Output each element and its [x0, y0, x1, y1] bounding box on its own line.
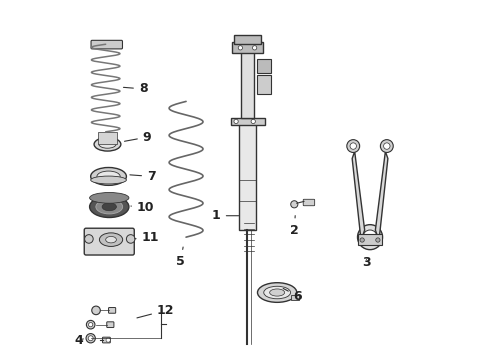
Circle shape — [86, 320, 95, 329]
Circle shape — [376, 238, 380, 242]
Circle shape — [88, 336, 93, 341]
Text: 8: 8 — [123, 82, 147, 95]
Circle shape — [89, 323, 93, 327]
Circle shape — [85, 235, 93, 243]
Ellipse shape — [90, 196, 129, 217]
Circle shape — [384, 143, 390, 149]
Circle shape — [380, 140, 393, 153]
FancyBboxPatch shape — [109, 307, 116, 313]
Text: 1: 1 — [212, 209, 239, 222]
FancyBboxPatch shape — [234, 35, 262, 44]
Ellipse shape — [106, 237, 117, 243]
Text: 10: 10 — [131, 201, 154, 214]
FancyBboxPatch shape — [84, 228, 134, 255]
Text: 4: 4 — [74, 333, 83, 347]
FancyBboxPatch shape — [91, 40, 122, 49]
Ellipse shape — [94, 138, 121, 151]
Text: 12: 12 — [137, 304, 174, 318]
FancyBboxPatch shape — [239, 123, 256, 230]
Text: 3: 3 — [362, 256, 371, 269]
Ellipse shape — [91, 167, 126, 185]
FancyBboxPatch shape — [257, 59, 271, 73]
Text: 11: 11 — [135, 231, 159, 244]
Circle shape — [252, 46, 257, 50]
FancyBboxPatch shape — [358, 234, 382, 246]
Circle shape — [251, 119, 255, 123]
FancyBboxPatch shape — [292, 295, 299, 300]
FancyBboxPatch shape — [231, 118, 265, 125]
Text: 6: 6 — [283, 288, 302, 303]
Circle shape — [238, 46, 243, 50]
Ellipse shape — [97, 171, 120, 182]
Text: 9: 9 — [124, 131, 151, 144]
Circle shape — [358, 225, 383, 249]
FancyBboxPatch shape — [102, 337, 110, 343]
Circle shape — [86, 334, 96, 343]
Ellipse shape — [270, 289, 285, 296]
Ellipse shape — [99, 233, 122, 247]
Ellipse shape — [96, 200, 122, 214]
Circle shape — [234, 119, 238, 123]
Circle shape — [106, 338, 110, 342]
Text: 7: 7 — [130, 170, 156, 183]
Polygon shape — [352, 152, 365, 241]
Ellipse shape — [90, 193, 129, 203]
Circle shape — [360, 238, 364, 242]
FancyBboxPatch shape — [98, 132, 117, 144]
FancyBboxPatch shape — [232, 42, 263, 53]
Ellipse shape — [102, 203, 117, 211]
Circle shape — [92, 306, 100, 315]
Ellipse shape — [264, 286, 291, 299]
Circle shape — [363, 230, 377, 244]
FancyBboxPatch shape — [303, 199, 315, 206]
Polygon shape — [375, 152, 388, 241]
FancyBboxPatch shape — [257, 75, 271, 94]
Ellipse shape — [91, 176, 126, 184]
Circle shape — [291, 201, 298, 208]
Text: 2: 2 — [290, 216, 299, 237]
Circle shape — [347, 140, 360, 153]
Circle shape — [126, 235, 135, 243]
FancyBboxPatch shape — [242, 47, 254, 118]
Circle shape — [350, 143, 356, 149]
Text: 5: 5 — [176, 247, 185, 268]
Ellipse shape — [99, 140, 116, 148]
FancyBboxPatch shape — [107, 322, 114, 328]
Ellipse shape — [258, 283, 297, 302]
